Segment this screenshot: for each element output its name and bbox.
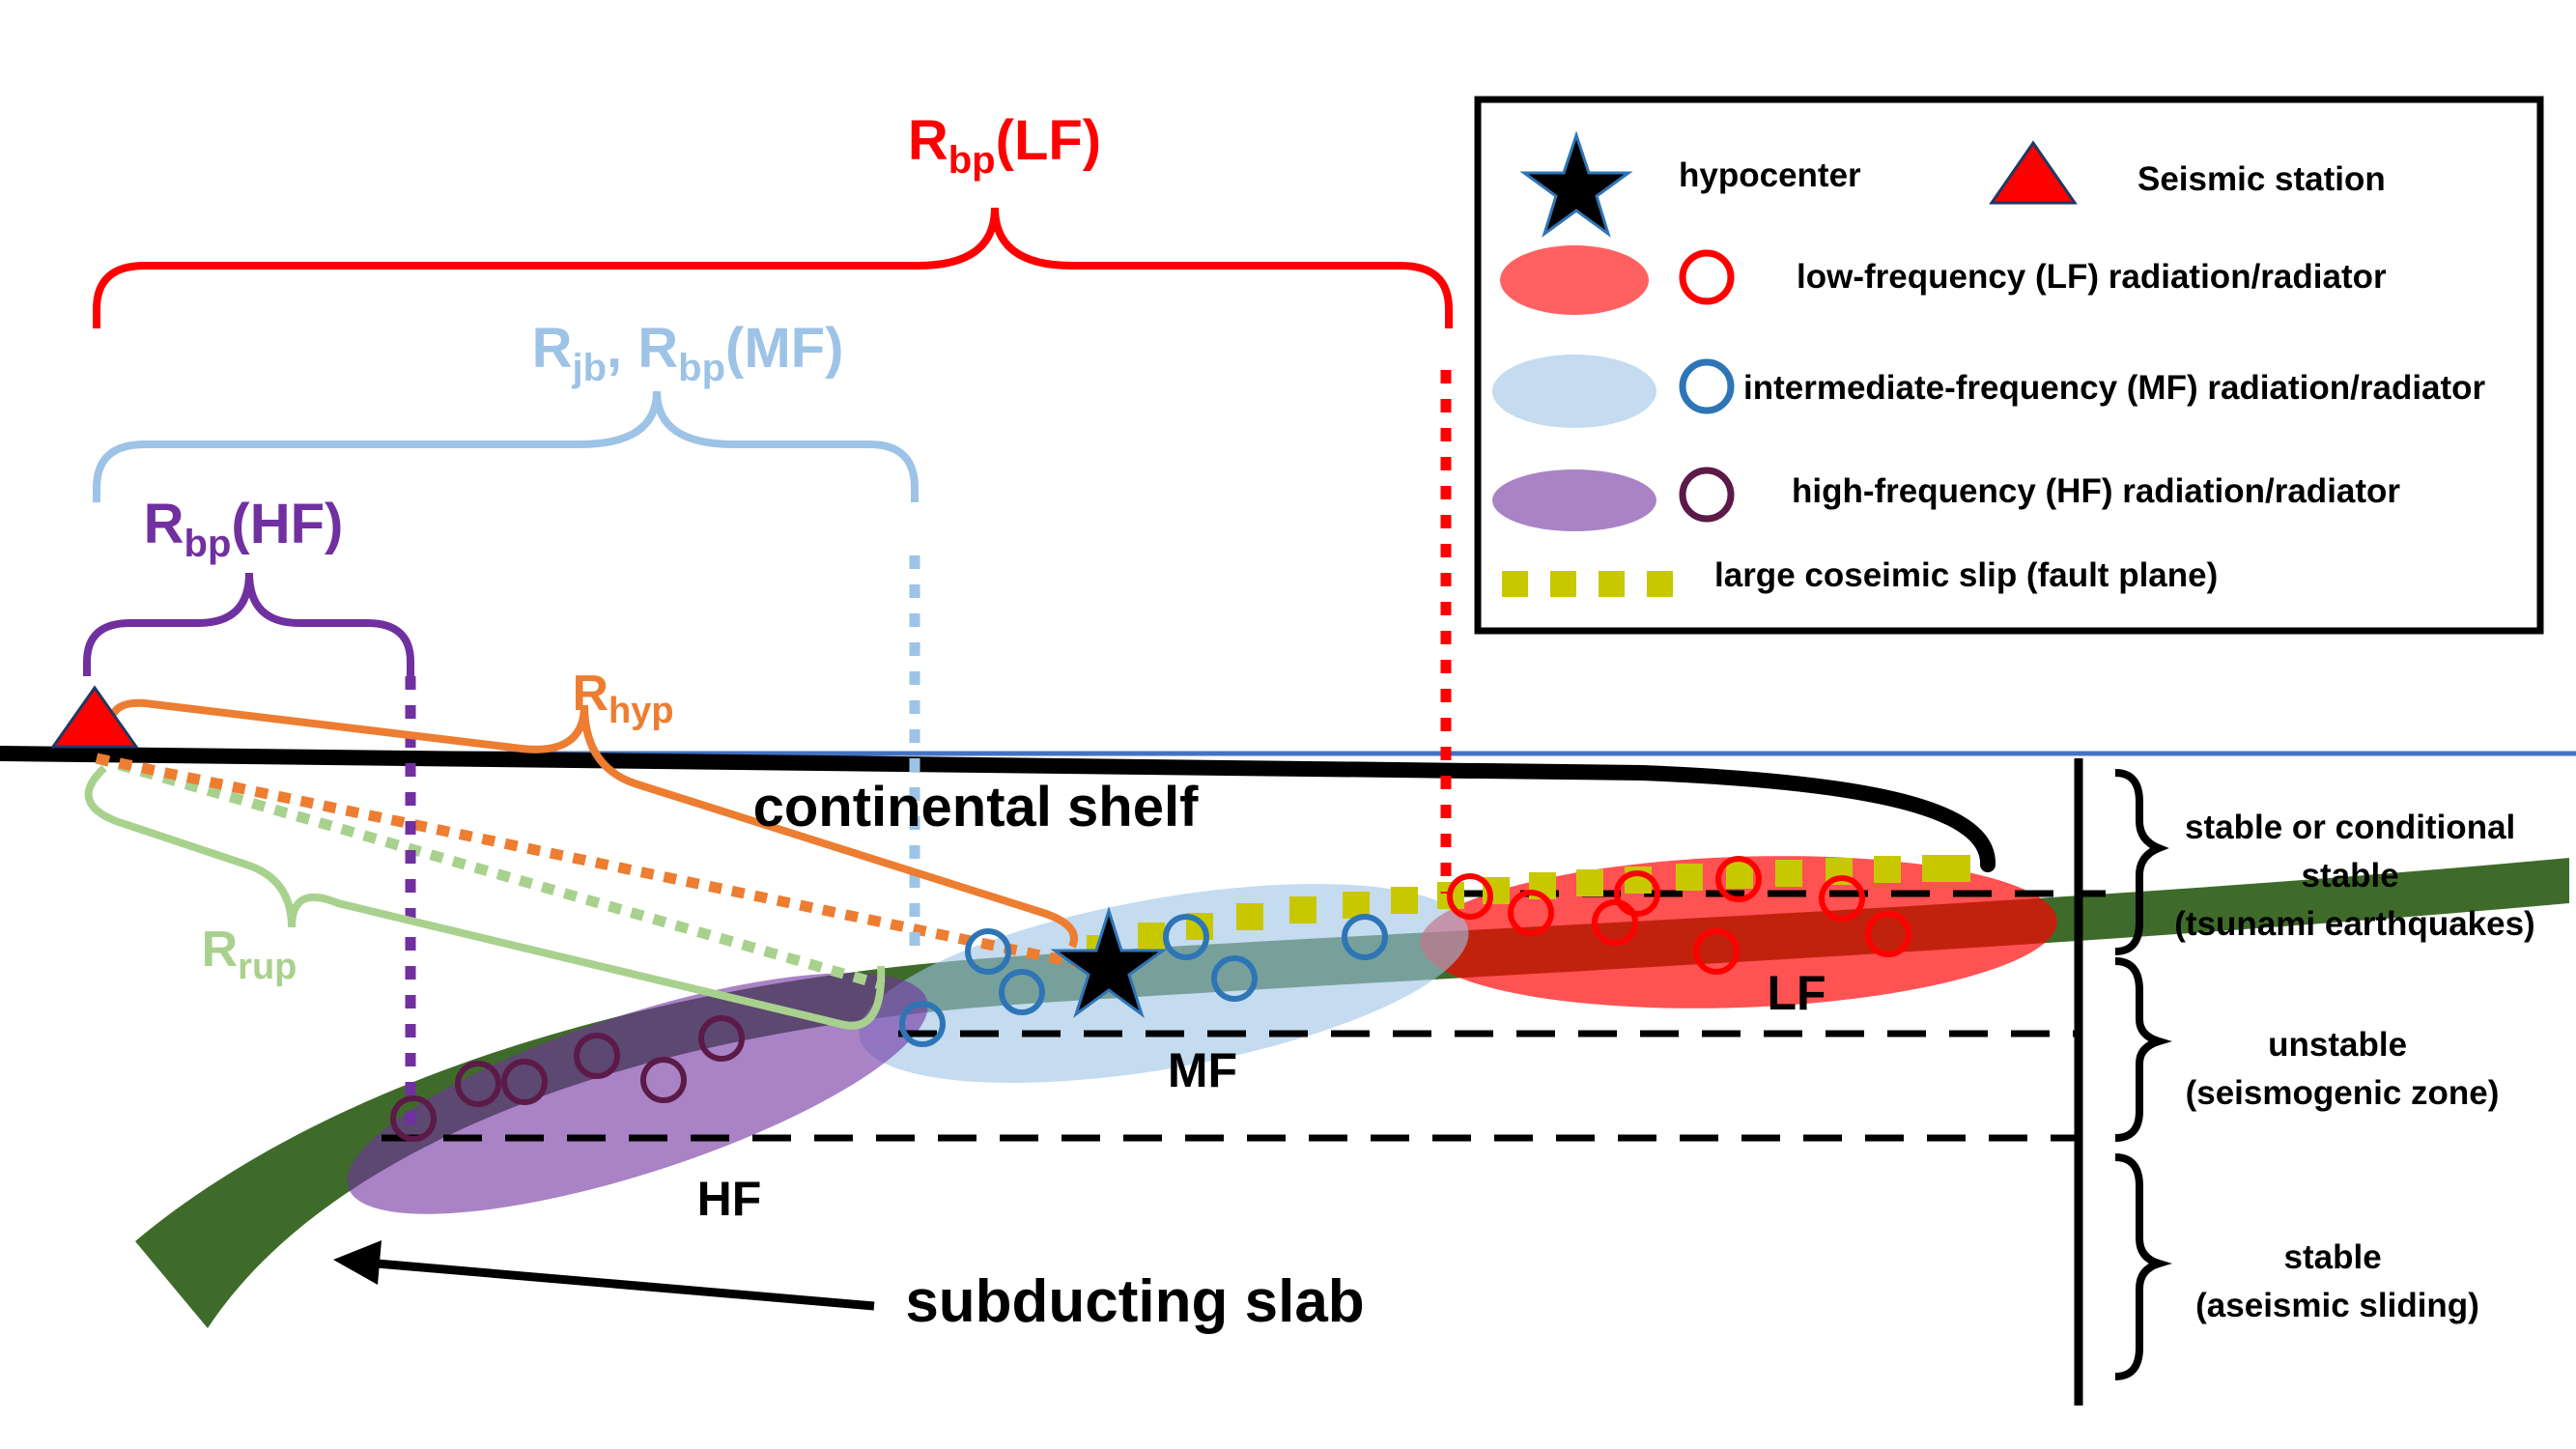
rhyp-bracket <box>107 698 1078 949</box>
hf-radiation-zone <box>347 973 928 1214</box>
mf-radiator <box>1163 914 1209 960</box>
lf-zone-label: LF <box>1767 966 1826 1020</box>
rbp-lf-label: Rbp(LF) <box>908 109 1101 182</box>
legend-lf-circle-icon <box>1679 249 1735 305</box>
brace-top <box>2114 769 2169 955</box>
brace-middle <box>2114 957 2172 1142</box>
mf-radiator <box>999 969 1045 1015</box>
lf-radiator <box>1614 870 1660 917</box>
legend-hypocenter-star-icon <box>1519 130 1633 238</box>
brace-bottom <box>2114 1153 2172 1380</box>
legend-hf-ellipse <box>1492 469 1656 531</box>
legend-slip-label: large coseimic slip (fault plane) <box>1714 556 2218 594</box>
legend-station-label: Seismic station <box>2137 160 2386 198</box>
legend-mf-label: intermediate-frequency (MF) radiation/ra… <box>1743 369 2486 407</box>
mf-radiator <box>899 1001 946 1047</box>
mf-radiator <box>1342 914 1388 960</box>
legend-mf-circle-icon <box>1679 358 1735 414</box>
legend-hypocenter-label: hypocenter <box>1679 156 1861 194</box>
hf-radiator <box>698 1015 745 1062</box>
subducting-slab-label: subducting slab <box>905 1268 1364 1335</box>
lf-radiator <box>1865 911 1911 957</box>
stability-top-text: stable or conditional stable (tsunami ea… <box>2174 809 2534 943</box>
legend: hypocenter Seismic station low-frequency… <box>1474 96 2544 635</box>
lf-radiator <box>1592 899 1638 946</box>
continental-shelf-label: continental shelf <box>753 776 1200 838</box>
hypocenter-star-icon <box>1050 906 1168 1018</box>
slab-arrow-head-icon <box>333 1240 382 1285</box>
hf-zone-label: HF <box>697 1172 762 1226</box>
slab-arrow-line <box>376 1259 875 1311</box>
seismic-station-triangle-icon <box>50 685 139 749</box>
legend-hf-label: high-frequency (HF) radiation/radiator <box>1792 472 2400 510</box>
hf-radiator <box>640 1057 687 1103</box>
lf-radiator <box>1715 856 1762 902</box>
mf-radiator-markers <box>899 914 1388 1047</box>
rbp-lf-bracket <box>93 207 1453 328</box>
hf-radiator <box>574 1033 620 1079</box>
mf-zone-label: MF <box>1168 1043 1237 1097</box>
mf-radiator <box>1211 955 1258 1002</box>
legend-lf-ellipse <box>1500 245 1649 315</box>
lf-radiator <box>1508 890 1554 936</box>
hf-radiator <box>455 1061 501 1107</box>
lf-radiator <box>1693 928 1740 975</box>
legend-mf-ellipse <box>1492 355 1656 428</box>
rrup-label: Rrup <box>202 922 297 987</box>
rhyp-label: Rhyp <box>572 666 673 731</box>
mf-radiator <box>965 928 1011 975</box>
rrup-bracket <box>84 765 886 1030</box>
lf-radiator <box>1447 873 1493 920</box>
legend-slip-squares-icon <box>1502 571 1673 597</box>
hf-radiator <box>501 1059 548 1105</box>
hf-radiator <box>390 1095 437 1142</box>
legend-station-triangle-icon <box>1989 140 2078 205</box>
rrup-ray-path <box>95 753 886 991</box>
legend-hf-circle-icon <box>1679 467 1735 523</box>
continental-shelf-line <box>0 746 1996 872</box>
rjb-mf-label: Rjb, Rbp(MF) <box>532 317 844 389</box>
stability-middle-text: unstable (seismogenic zone) <box>2186 1026 2500 1112</box>
hf-radiator-markers <box>390 1015 745 1142</box>
legend-lf-label: low-frequency (LF) radiation/radiator <box>1797 258 2387 296</box>
lf-radiator-markers <box>1447 856 1911 975</box>
rbp-hf-label: Rbp(HF) <box>144 493 344 565</box>
rhyp-ray-path <box>95 753 1093 972</box>
stability-bottom-text: stable (aseismic sliding) <box>2195 1238 2479 1324</box>
rbp-hf-bracket <box>83 572 414 676</box>
lf-radiator <box>1819 875 1865 922</box>
mf-radiation-zone <box>859 884 1469 1083</box>
rjb-mf-bracket <box>93 390 919 502</box>
